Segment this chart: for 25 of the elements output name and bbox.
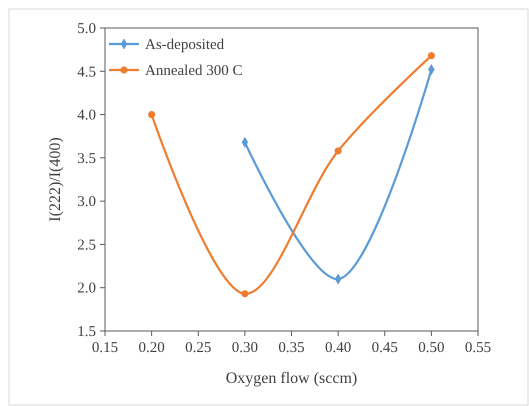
x-tick-label: 0.55 — [464, 340, 492, 356]
y-tick-label: 5.0 — [77, 21, 96, 37]
legend-label: Annealed 300 C — [145, 63, 242, 79]
y-tick-label: 4.5 — [77, 64, 96, 80]
point — [334, 147, 342, 154]
y-tick-label: 3.0 — [77, 194, 96, 210]
y-tick-label: 2.5 — [77, 237, 96, 254]
x-tick-label: 0.15 — [92, 340, 118, 356]
y-tick-label: 1.5 — [77, 324, 96, 340]
x-axis-title: Oxygen flow (sccm) — [226, 370, 358, 387]
point — [241, 290, 248, 298]
x-tick-label: 0.50 — [418, 340, 444, 356]
point — [148, 111, 156, 118]
legend-label: As-deposited — [145, 37, 225, 53]
y-axis-title: I(222)/I(400) — [47, 137, 64, 222]
x-tick-label: 0.35 — [278, 340, 305, 356]
y-tick-label: 4.0 — [77, 108, 96, 124]
x-tick-label: 0.45 — [372, 340, 398, 356]
x-tick-label: 0.25 — [185, 340, 212, 356]
x-tick-label: 0.40 — [325, 340, 352, 356]
y-tick-label: 3.5 — [77, 150, 96, 167]
point — [428, 52, 435, 60]
x-tick-label: 0.30 — [232, 340, 258, 356]
y-tick-label: 2.0 — [77, 280, 96, 297]
x-tick-label: 0.20 — [138, 340, 165, 356]
